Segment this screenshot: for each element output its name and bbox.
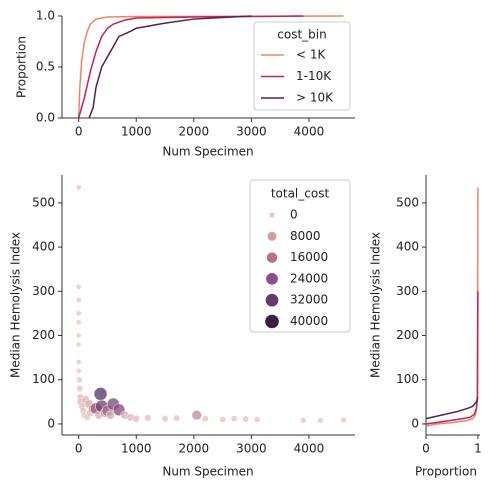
y-tick-label: 0.5 xyxy=(36,60,55,74)
scatter-point xyxy=(340,416,347,424)
x-label: Num Specimen xyxy=(162,145,253,159)
y-tick-label: 0 xyxy=(411,416,419,430)
scatter-point xyxy=(75,184,82,191)
y-label: Median Hemolysis Index xyxy=(369,232,383,378)
scatter-point xyxy=(75,359,82,365)
legend-marker xyxy=(265,293,279,307)
legend-marker xyxy=(266,252,278,263)
scatter-point xyxy=(75,310,82,317)
scatter-point xyxy=(75,332,82,339)
ecdf-line xyxy=(425,187,479,427)
legend-label: 0 xyxy=(290,208,298,222)
x-label: Proportion xyxy=(415,465,477,479)
legend-label: 16000 xyxy=(290,250,328,264)
scatter-point xyxy=(93,387,108,401)
x-tick-label: 1 xyxy=(474,442,482,456)
scatter-point xyxy=(230,415,238,423)
y-tick-label: 500 xyxy=(396,195,419,209)
scatter-point xyxy=(75,297,82,303)
x-tick-label: 1000 xyxy=(121,125,152,139)
y-tick-label: 400 xyxy=(396,240,419,254)
scatter-point xyxy=(219,416,226,423)
scatter-point xyxy=(76,385,84,393)
x-label: Num Specimen xyxy=(162,465,253,479)
x-tick-label: 0 xyxy=(75,442,83,456)
y-tick-label: 100 xyxy=(396,372,419,386)
scatter-point xyxy=(201,415,209,423)
y-label: Median Hemolysis Index xyxy=(9,232,23,378)
scatter-point xyxy=(75,376,83,384)
ecdf-line xyxy=(425,291,479,425)
x-tick-label: 2000 xyxy=(179,442,210,456)
scatter-point xyxy=(253,416,261,423)
x-tick-label: 2000 xyxy=(179,125,210,139)
scatter-point xyxy=(161,415,169,423)
y-tick-label: 300 xyxy=(396,284,419,298)
y-tick-label: 500 xyxy=(32,195,55,209)
scatter-point xyxy=(75,368,82,374)
x-tick-label: 3000 xyxy=(236,442,267,456)
legend-label: 1-10K xyxy=(296,69,332,83)
x-tick-label: 0 xyxy=(422,442,430,456)
scatter-point xyxy=(299,417,307,424)
scatter-point xyxy=(191,409,202,421)
legend-marker xyxy=(265,314,279,329)
y-tick-label: 100 xyxy=(32,372,55,386)
y-tick-label: 200 xyxy=(396,328,419,342)
y-tick-label: 0.0 xyxy=(36,111,55,125)
legend-title: cost_bin xyxy=(277,28,326,42)
scatter-point xyxy=(75,341,82,348)
legend-marker xyxy=(267,231,277,241)
x-tick-label: 3000 xyxy=(236,125,267,139)
x-tick-label: 4000 xyxy=(294,125,325,139)
ecdf-line xyxy=(425,397,479,420)
scatter-point xyxy=(317,417,324,424)
scatter-point xyxy=(105,410,115,420)
x-tick-label: 4000 xyxy=(294,442,325,456)
y-label: Proportion xyxy=(15,36,29,98)
legend-label: 32000 xyxy=(290,293,328,307)
y-tick-label: 200 xyxy=(32,328,55,342)
x-tick-label: 1000 xyxy=(121,442,152,456)
scatter-point xyxy=(75,319,82,326)
legend-title: total_cost xyxy=(271,187,330,201)
ecdf-line xyxy=(77,15,344,119)
ecdf-line xyxy=(77,15,304,119)
legend-label: > 10K xyxy=(296,91,334,105)
legend-label: 24000 xyxy=(290,271,328,285)
scatter-point xyxy=(75,284,82,290)
legend-marker xyxy=(266,273,278,285)
scatter-point xyxy=(242,415,249,423)
legend-frame xyxy=(253,21,351,111)
ecdf-line xyxy=(88,15,252,119)
scatter-point xyxy=(144,414,152,422)
y-tick-label: 1.0 xyxy=(36,9,55,23)
x-tick-label: 0 xyxy=(75,125,83,139)
legend-marker xyxy=(269,212,275,218)
scatter-point xyxy=(132,414,141,423)
y-tick-label: 0 xyxy=(47,416,55,430)
legend-label: < 1K xyxy=(296,48,327,62)
y-tick-label: 400 xyxy=(32,240,55,254)
legend-label: 8000 xyxy=(290,229,321,243)
legend-frame xyxy=(249,179,351,333)
y-tick-label: 300 xyxy=(32,284,55,298)
legend-label: 40000 xyxy=(290,314,328,328)
scatter-point xyxy=(173,414,181,422)
